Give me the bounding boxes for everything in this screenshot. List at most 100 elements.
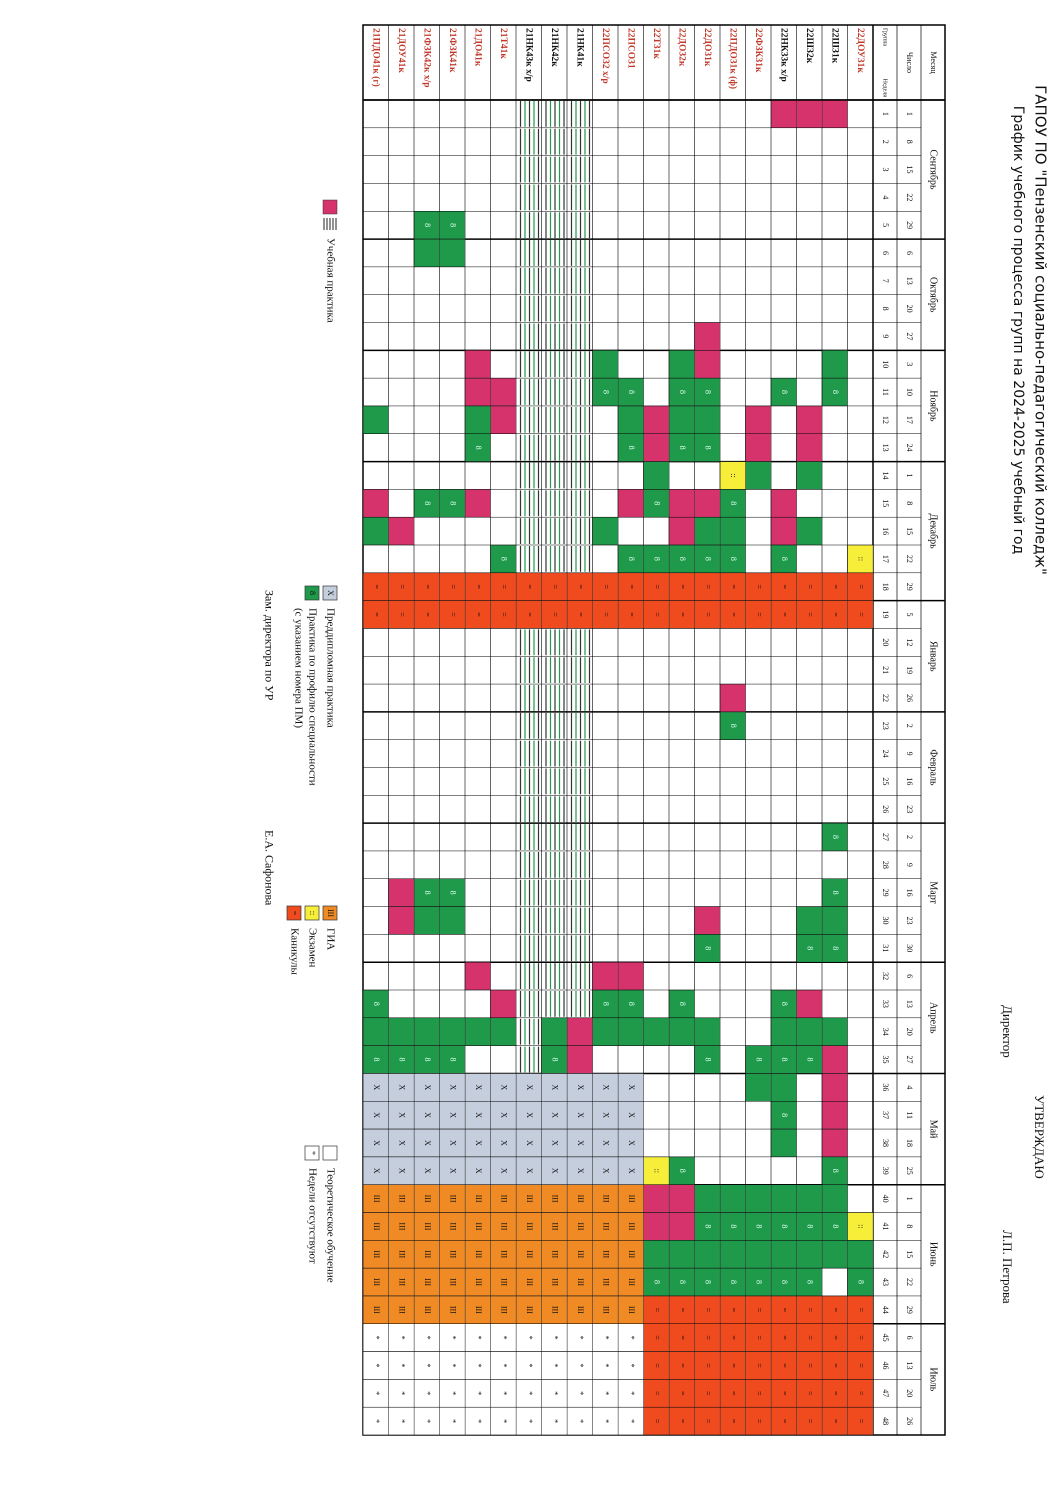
cell (745, 461, 772, 490)
week-number: 2 (881, 140, 890, 144)
date: 2 (905, 724, 914, 728)
group-name: 21Т41к (498, 28, 508, 59)
group-name: 22Т31к (651, 28, 661, 59)
cell (566, 1017, 593, 1046)
cell-symbol: III (474, 1306, 483, 1314)
cell-symbol: 8 (448, 223, 457, 227)
cell-symbol: = (448, 612, 457, 617)
cell-symbol: 8 (627, 557, 636, 561)
group-name: 22НК33к х/р (779, 28, 789, 82)
legend-label: ГИА (324, 928, 336, 950)
week-number: 14 (881, 471, 890, 479)
cell-symbol: X (474, 1168, 483, 1174)
week-number: 16 (881, 527, 890, 535)
cell-symbol: * (601, 1419, 610, 1423)
cell-symbol: = (678, 1308, 687, 1313)
cell-symbol: III (423, 1278, 432, 1286)
cell (668, 1212, 695, 1241)
cell-symbol: * (627, 1363, 636, 1367)
month-name: Май (928, 1120, 939, 1139)
cell (362, 489, 389, 518)
cell-symbol: * (448, 1363, 457, 1367)
cell (592, 350, 619, 379)
cell-symbol: = (831, 1335, 840, 1340)
cell-symbol: X (499, 1084, 508, 1090)
cell (796, 1017, 823, 1046)
cell (770, 1073, 797, 1102)
month-name: Июль (928, 1367, 939, 1391)
cell-symbol: = (627, 584, 636, 589)
cell-symbol: = (372, 612, 381, 617)
month-name: Март (928, 881, 939, 904)
cell-symbol: 8 (805, 946, 814, 950)
date: 23 (905, 805, 914, 813)
cell-symbol: III (372, 1278, 381, 1286)
cell (796, 1240, 823, 1269)
cell-symbol: = (576, 612, 585, 617)
cell-symbol: III (423, 1250, 432, 1258)
doc-title: График учебного процесса групп на 2024-2… (1010, 106, 1026, 554)
cell (643, 1017, 670, 1046)
cell-symbol: X (627, 1140, 636, 1146)
cell-symbol: X (550, 1140, 559, 1146)
cell-symbol: = (856, 1335, 865, 1340)
cell-symbol: * (576, 1391, 585, 1395)
cell (821, 1128, 848, 1158)
cell-symbol: = (601, 584, 610, 589)
week-number: 34 (881, 1028, 890, 1036)
date: 1 (905, 112, 914, 116)
cell-symbol: * (448, 1336, 457, 1340)
cell-symbol: = (678, 584, 687, 589)
month-label: Месяц (929, 51, 938, 74)
cell-symbol: * (397, 1363, 406, 1367)
date: 15 (905, 1250, 914, 1258)
cell (719, 683, 746, 713)
cell-symbol: = (678, 612, 687, 617)
cell-symbol: III (525, 1250, 534, 1258)
cell-symbol: = (805, 584, 814, 589)
legend-label: Учебная практика (324, 238, 336, 323)
cell-symbol: 8 (780, 1224, 789, 1228)
week-number: 40 (881, 1195, 890, 1203)
legend-symbol: III (326, 909, 335, 917)
cell-symbol: X (525, 1168, 534, 1174)
cell-symbol: = (729, 1391, 738, 1396)
date: 27 (905, 1056, 914, 1064)
cell-symbol: 8 (831, 390, 840, 394)
cell-symbol: * (601, 1363, 610, 1367)
cell (796, 516, 823, 546)
cell-symbol: III (576, 1278, 585, 1286)
cell-symbol: = (397, 612, 406, 617)
cell-symbol: III (576, 1250, 585, 1258)
date: 18 (905, 1139, 914, 1147)
cell-symbol: * (423, 1419, 432, 1423)
cell (745, 405, 772, 434)
cell-symbol: X (448, 1084, 457, 1090)
cell (770, 516, 797, 546)
cell-symbol: 8 (754, 1224, 763, 1228)
cell (821, 1184, 848, 1213)
date: 1 (905, 473, 914, 477)
cell-symbol: 8 (678, 1002, 687, 1006)
week-number: 20 (881, 638, 890, 646)
cell (796, 433, 823, 462)
cell-symbol: X (372, 1140, 381, 1146)
cell-symbol: X (474, 1140, 483, 1146)
group-name: 22ШЗ2к (804, 28, 814, 64)
cell-symbol: * (474, 1391, 483, 1395)
cell-symbol: 8 (448, 501, 457, 505)
cell (388, 516, 415, 546)
cell-symbol: III (550, 1250, 559, 1258)
cell-symbol: X (423, 1084, 432, 1090)
cell-symbol: * (550, 1336, 559, 1340)
week-number: 41 (881, 1222, 890, 1230)
cell-symbol: = (856, 1391, 865, 1396)
cell-symbol: 8 (627, 1002, 636, 1006)
cell-symbol: 8 (780, 1280, 789, 1284)
cell-symbol: III (397, 1278, 406, 1286)
cell (439, 1017, 466, 1046)
date: 6 (905, 1336, 914, 1340)
cell (668, 1184, 695, 1213)
cell-symbol: * (525, 1336, 534, 1340)
